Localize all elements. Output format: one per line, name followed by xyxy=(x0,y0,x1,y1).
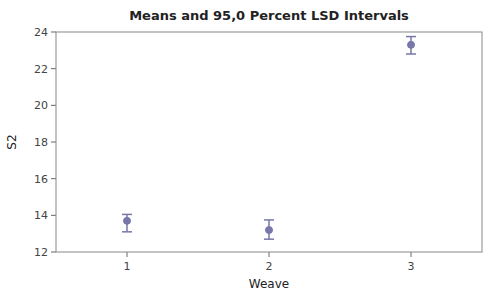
error-bar-cap xyxy=(406,53,416,55)
error-bar-group xyxy=(122,214,132,231)
x-axis-label: Weave xyxy=(249,277,289,291)
tick-label: 22 xyxy=(34,63,48,76)
tick-mark xyxy=(269,252,270,257)
tick-label: 14 xyxy=(34,209,48,222)
chart-svg: 12141618202224123Means and 95,0 Percent … xyxy=(0,0,500,298)
x-axis: 1 2 3 xyxy=(124,252,415,273)
tick-label: 12 xyxy=(34,246,48,259)
tick-label: 2 xyxy=(266,260,273,273)
tick-mark xyxy=(51,178,56,179)
error-bar-cap xyxy=(264,219,274,221)
mean-point xyxy=(124,217,131,224)
tick-label: 16 xyxy=(34,173,48,186)
mean-point xyxy=(266,227,273,234)
tick-mark xyxy=(51,215,56,216)
tick-mark xyxy=(411,252,412,257)
tick-mark xyxy=(51,32,56,33)
tick-label: 24 xyxy=(34,26,48,39)
tick-mark xyxy=(51,105,56,106)
marks xyxy=(122,37,416,240)
tick-mark xyxy=(127,252,128,257)
chart-container: 12141618202224123Means and 95,0 Percent … xyxy=(0,0,500,298)
error-bar-cap xyxy=(122,214,132,216)
error-bar-cap xyxy=(264,238,274,240)
error-bar-cap xyxy=(406,36,416,38)
tick-mark xyxy=(51,142,56,143)
tick-label: 20 xyxy=(34,99,48,112)
tick-label: 18 xyxy=(34,136,48,149)
tick-label: 3 xyxy=(408,260,415,273)
tick-mark xyxy=(51,68,56,69)
y-axis: 12 14 16 18 20 22 24 xyxy=(34,26,56,259)
error-bar-cap xyxy=(122,231,132,233)
tick-mark xyxy=(51,252,56,253)
y-axis-label: S2 xyxy=(5,134,19,149)
tick-label: 1 xyxy=(124,260,131,273)
plot-background xyxy=(56,32,482,252)
mean-point xyxy=(408,41,415,48)
plot-frame xyxy=(56,32,482,252)
error-bar-group xyxy=(264,220,274,239)
chart-title: Means and 95,0 Percent LSD Intervals xyxy=(129,8,409,23)
error-bar-group xyxy=(406,37,416,54)
